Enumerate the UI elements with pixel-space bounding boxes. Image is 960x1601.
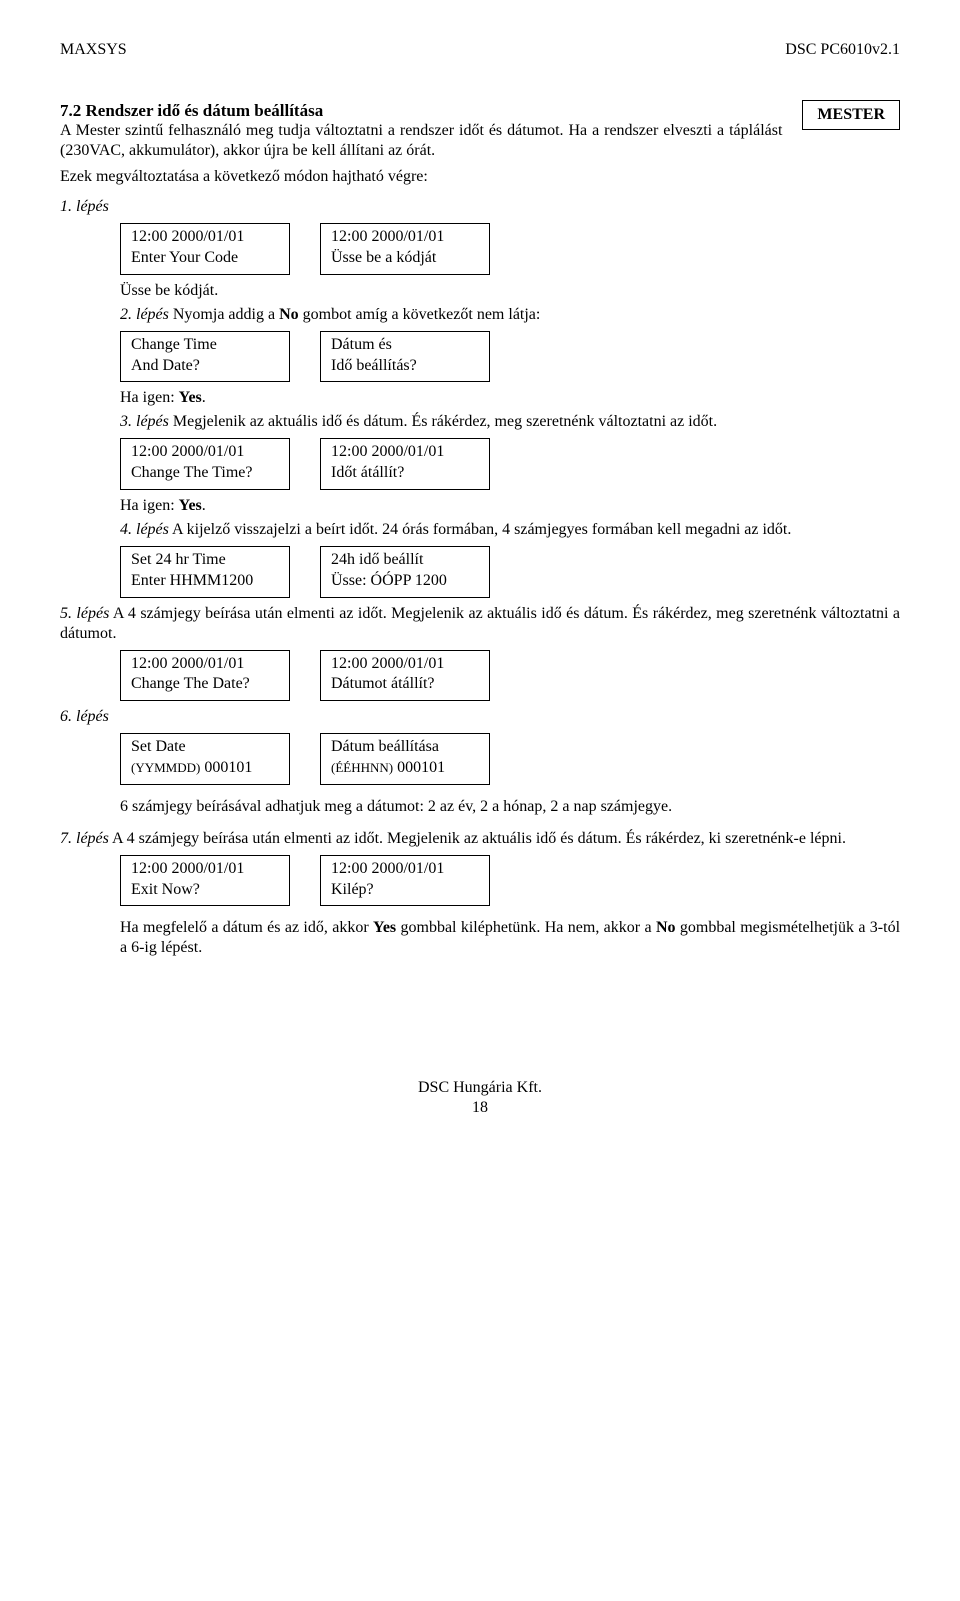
box-line: (YYMMDD) 000101	[131, 758, 279, 779]
step-7-boxes: 12:00 2000/01/01 Exit Now? 12:00 2000/01…	[120, 855, 900, 907]
display-box: Dátum és Idő beállítás?	[320, 331, 490, 383]
final-c: gombbal kiléphetünk. Ha nem, akkor a	[396, 919, 656, 936]
box-line: 12:00 2000/01/01	[331, 859, 479, 880]
step-4-text: A kijelző visszajelzi a beírt időt. 24 ó…	[169, 521, 791, 538]
box-line: Időt átállít?	[331, 463, 479, 484]
display-box: 24h idő beállít Üsse: ÓÓPP 1200	[320, 546, 490, 598]
step-7-text: A 4 számjegy beírása után elmenti az idő…	[109, 830, 846, 847]
footer-company: DSC Hungária Kft.	[60, 1078, 900, 1098]
step-2-text: Nyomja addig a	[169, 306, 279, 323]
intro-paragraph-2: Ezek megváltoztatása a következő módon h…	[60, 167, 900, 187]
box-line: 12:00 2000/01/01	[131, 859, 279, 880]
box-line: Exit Now?	[131, 880, 279, 901]
title-block: MESTER 7.2 Rendszer idő és dátum beállít…	[60, 100, 900, 165]
step-3-label: 3. lépés	[120, 413, 169, 430]
step-2-label: 2. lépés	[120, 306, 169, 323]
box-line: Dátum beállítása	[331, 737, 479, 758]
step-6-label: 6. lépés	[60, 708, 109, 725]
haigen-pre: Ha igen:	[120, 497, 179, 514]
box-line: Üsse be a kódját	[331, 248, 479, 269]
display-box: Set Date (YYMMDD) 000101	[120, 733, 290, 785]
final-paragraph: Ha megfelelő a dátum és az idő, akkor Ye…	[120, 918, 900, 958]
box-line: Idő beállítás?	[331, 356, 479, 377]
step-4-label: 4. lépés	[120, 521, 169, 538]
step-5: 5. lépés A 4 számjegy beírása után elmen…	[60, 604, 900, 644]
box-line: Kilép?	[331, 880, 479, 901]
box-line: 12:00 2000/01/01	[331, 654, 479, 675]
step-5-boxes: 12:00 2000/01/01 Change The Date? 12:00 …	[120, 650, 900, 702]
display-box: 12:00 2000/01/01 Change The Date?	[120, 650, 290, 702]
display-box: Set 24 hr Time Enter HHMM1200	[120, 546, 290, 598]
step-5-label: 5. lépés	[60, 605, 109, 622]
step-4: 4. lépés A kijelző visszajelzi a beírt i…	[120, 520, 900, 540]
step-4-boxes: Set 24 hr Time Enter HHMM1200 24h idő be…	[120, 546, 900, 598]
box-line: 12:00 2000/01/01	[331, 442, 479, 463]
box-line: And Date?	[131, 356, 279, 377]
step-1-after: Üsse be kódját.	[120, 281, 900, 301]
header-left: MAXSYS	[60, 40, 127, 60]
box-line: 12:00 2000/01/01	[131, 442, 279, 463]
display-box: Change Time And Date?	[120, 331, 290, 383]
display-box: 12:00 2000/01/01 Exit Now?	[120, 855, 290, 907]
display-box: 12:00 2000/01/01 Kilép?	[320, 855, 490, 907]
box-small: (YYMMDD)	[131, 760, 200, 775]
display-box: 12:00 2000/01/01 Dátumot átállít?	[320, 650, 490, 702]
haigen-pre: Ha igen:	[120, 389, 179, 406]
box-line: 24h idő beállít	[331, 550, 479, 571]
haigen-bold: Yes	[179, 389, 202, 406]
box-line: Set 24 hr Time	[131, 550, 279, 571]
box-line: Dátum és	[331, 335, 479, 356]
haigen-yes-2: Ha igen: Yes.	[120, 496, 900, 516]
mester-badge: MESTER	[802, 100, 900, 130]
step-2: 2. lépés Nyomja addig a No gombot amíg a…	[120, 305, 900, 325]
page-footer: DSC Hungária Kft. 18	[60, 1078, 900, 1118]
box-line: Dátumot átállít?	[331, 674, 479, 695]
box-line: Enter Your Code	[131, 248, 279, 269]
haigen-yes: Ha igen: Yes.	[120, 388, 900, 408]
step-2-bold: No	[279, 306, 299, 323]
step-1-label: 1. lépés	[60, 198, 109, 215]
display-box: Dátum beállítása (ÉÉHHNN) 000101	[320, 733, 490, 785]
step-5-text: A 4 számjegy beírása után elmenti az idő…	[60, 605, 900, 642]
section-title: 7.2 Rendszer idő és dátum beállítása	[60, 100, 900, 121]
display-box: 12:00 2000/01/01 Időt átállít?	[320, 438, 490, 490]
box-line: 12:00 2000/01/01	[131, 654, 279, 675]
step-3-text: Megjelenik az aktuális idő és dátum. És …	[169, 413, 717, 430]
step-2-boxes: Change Time And Date? Dátum és Idő beáll…	[120, 331, 900, 383]
box-line: (ÉÉHHNN) 000101	[331, 758, 479, 779]
box-line-b: 000101	[393, 759, 445, 776]
footer-page-number: 18	[60, 1098, 900, 1118]
box-line: Üsse: ÓÓPP 1200	[331, 571, 479, 592]
step-6-after: 6 számjegy beírásával adhatjuk meg a dát…	[120, 797, 900, 817]
step-1-boxes: 12:00 2000/01/01 Enter Your Code 12:00 2…	[120, 223, 900, 275]
step-6-boxes: Set Date (YYMMDD) 000101 Dátum beállítás…	[120, 733, 900, 785]
box-line: 12:00 2000/01/01	[331, 227, 479, 248]
intro-paragraph-1: A Mester szintű felhasználó meg tudja vá…	[60, 121, 900, 161]
final-b: Yes	[373, 919, 396, 936]
display-box: 12:00 2000/01/01 Change The Time?	[120, 438, 290, 490]
step-3: 3. lépés Megjelenik az aktuális idő és d…	[120, 412, 900, 432]
final-d: No	[656, 919, 676, 936]
box-line: Change The Time?	[131, 463, 279, 484]
step-2-text2: gombot amíg a következőt nem látja:	[299, 306, 541, 323]
box-line-b: 000101	[200, 759, 252, 776]
step-3-boxes: 12:00 2000/01/01 Change The Time? 12:00 …	[120, 438, 900, 490]
step-7-label: 7. lépés	[60, 830, 109, 847]
header-right: DSC PC6010v2.1	[785, 40, 900, 60]
box-line: Enter HHMM1200	[131, 571, 279, 592]
haigen-post: .	[202, 497, 206, 514]
box-line: 12:00 2000/01/01	[131, 227, 279, 248]
box-small: (ÉÉHHNN)	[331, 760, 393, 775]
box-line: Set Date	[131, 737, 279, 758]
step-7: 7. lépés A 4 számjegy beírása után elmen…	[60, 829, 900, 849]
display-box: 12:00 2000/01/01 Üsse be a kódját	[320, 223, 490, 275]
box-line: Change Time	[131, 335, 279, 356]
display-box: 12:00 2000/01/01 Enter Your Code	[120, 223, 290, 275]
haigen-bold: Yes	[179, 497, 202, 514]
final-a: Ha megfelelő a dátum és az idő, akkor	[120, 919, 373, 936]
haigen-post: .	[202, 389, 206, 406]
box-line: Change The Date?	[131, 674, 279, 695]
page-header: MAXSYS DSC PC6010v2.1	[60, 40, 900, 60]
